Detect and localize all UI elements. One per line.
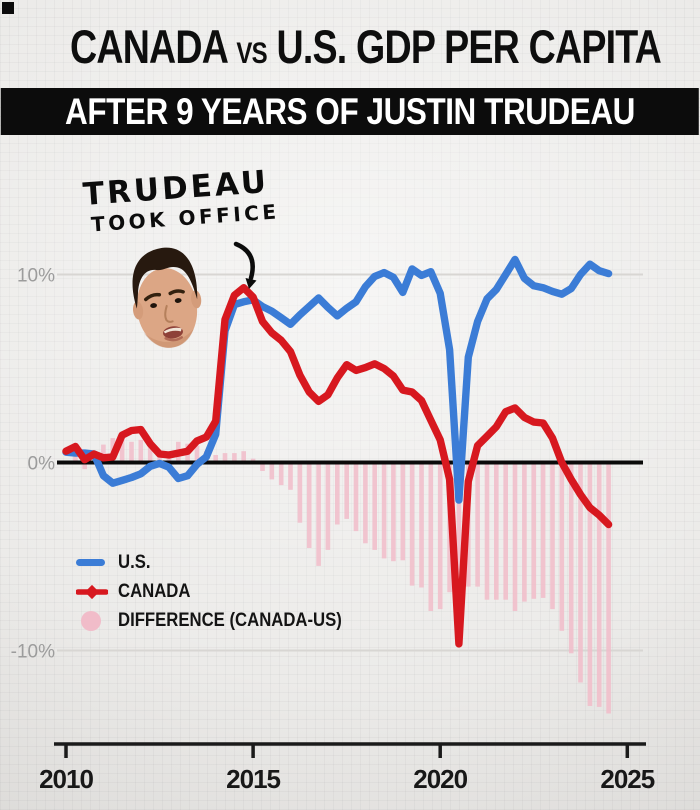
difference-bar xyxy=(194,445,200,463)
difference-bar xyxy=(82,462,87,470)
difference-bar xyxy=(325,462,331,550)
difference-bar xyxy=(269,462,275,480)
difference-bar xyxy=(119,439,125,463)
x-tick-label: 2010 xyxy=(39,764,93,794)
difference-bar xyxy=(606,462,611,714)
face-shading xyxy=(143,328,194,348)
difference-bar xyxy=(363,462,368,544)
difference-bar xyxy=(306,462,312,548)
difference-bar xyxy=(587,462,593,706)
legend-label-canada: CANADA xyxy=(118,580,191,602)
difference-bar xyxy=(278,462,284,486)
legend-item-canada: CANADA xyxy=(76,577,372,606)
difference-bar xyxy=(353,462,359,532)
difference-bar xyxy=(335,462,340,525)
difference-bar xyxy=(550,462,555,610)
difference-bar xyxy=(503,462,508,600)
us-line xyxy=(62,255,613,504)
difference-bar xyxy=(559,462,565,631)
hair xyxy=(132,247,198,309)
eye-right xyxy=(174,298,182,303)
difference-circle-icon xyxy=(81,610,101,631)
page-title: CANADA VS U.S. GDP PER CAPITA xyxy=(70,20,662,73)
canada-line-swatch xyxy=(76,583,118,601)
difference-bar xyxy=(288,462,293,490)
ear-left xyxy=(132,301,144,320)
difference-bar xyxy=(297,462,303,523)
y-tick-label: 10% xyxy=(17,266,55,287)
legend-item-us: U.S. xyxy=(76,548,372,577)
difference-bar xyxy=(316,462,321,566)
difference-bar xyxy=(568,462,574,654)
teeth xyxy=(163,327,182,334)
difference-bar xyxy=(260,462,265,471)
eye-left xyxy=(150,303,157,308)
difference-bar xyxy=(540,462,546,598)
difference-bar xyxy=(494,462,499,600)
us-line-icon xyxy=(76,559,105,566)
difference-bar xyxy=(232,453,237,463)
difference-bar xyxy=(147,445,153,463)
legend-item-difference: DIFFERENCE (CANADA-US) xyxy=(76,606,372,635)
title-right: U.S. GDP PER CAPITA xyxy=(276,20,662,73)
difference-bar xyxy=(129,441,134,463)
legend-label-difference: DIFFERENCE (CANADA-US) xyxy=(118,609,342,631)
corner-mark xyxy=(2,2,14,14)
canada-line xyxy=(62,284,613,648)
difference-bar xyxy=(372,462,377,550)
difference-bar xyxy=(522,462,527,602)
difference-bar xyxy=(475,462,480,587)
x-tick-label: 2025 xyxy=(600,764,654,794)
difference-bar xyxy=(344,462,349,519)
subtitle-banner: AFTER 9 YEARS OF JUSTIN TRUDEAU xyxy=(0,88,700,135)
legend-label-us: U.S. xyxy=(118,551,151,573)
difference-bar xyxy=(456,462,462,607)
difference-bar xyxy=(73,455,78,463)
eyebrow-right xyxy=(168,289,185,296)
difference-bar xyxy=(400,462,406,561)
difference-bar xyxy=(213,455,218,463)
difference-bar xyxy=(138,439,144,463)
x-tick-label: 2015 xyxy=(226,764,280,794)
canada-line-diamond-icon xyxy=(76,584,108,599)
legend: U.S. CANADA DIFFERENCE (CANADA-US) xyxy=(76,548,372,635)
difference-bar xyxy=(512,462,518,611)
nose xyxy=(164,304,174,323)
difference-bar xyxy=(437,462,443,610)
trudeau-photo xyxy=(132,247,202,348)
x-axis: 2010 2015 2020 2025 xyxy=(39,742,656,794)
difference-bar xyxy=(428,462,434,611)
difference-bar xyxy=(101,444,106,463)
x-tick-label: 2020 xyxy=(413,764,467,794)
difference-bar xyxy=(409,462,415,586)
difference-bar xyxy=(596,462,602,707)
difference-bar xyxy=(391,462,396,562)
difference-bar xyxy=(419,462,424,588)
title-vs: VS xyxy=(236,37,267,70)
y-tick-label: -10% xyxy=(11,642,55,663)
subtitle-text: AFTER 9 YEARS OF JUSTIN TRUDEAU xyxy=(65,90,635,132)
data-lines xyxy=(62,255,613,648)
difference-bar xyxy=(484,462,490,600)
us-line-swatch xyxy=(76,559,118,566)
ear-right xyxy=(191,290,202,309)
lower-lip xyxy=(164,336,183,342)
difference-swatch xyxy=(76,610,118,631)
difference-bar xyxy=(222,453,228,463)
difference-bar xyxy=(157,453,162,463)
annotation-arrow xyxy=(233,241,257,289)
y-axis-labels: 10% 0% -10% xyxy=(11,266,55,663)
difference-bar xyxy=(381,462,387,559)
eyebrow-left xyxy=(144,292,162,302)
difference-bar xyxy=(531,462,537,599)
title-left: CANADA xyxy=(70,20,228,73)
difference-bar xyxy=(241,451,246,463)
y-tick-label: 0% xyxy=(28,454,56,475)
difference-bar xyxy=(578,462,583,683)
